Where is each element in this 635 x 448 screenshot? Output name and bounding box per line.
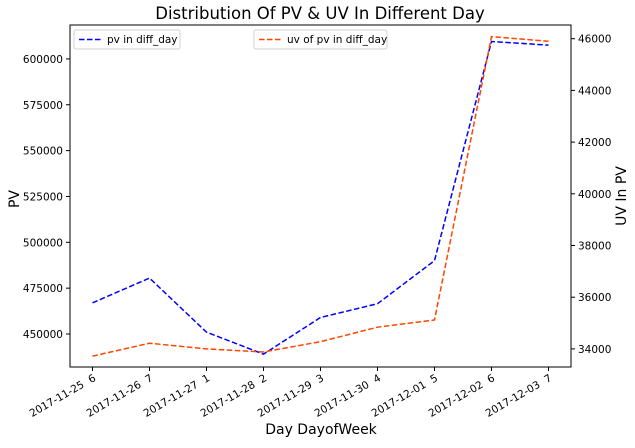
y-axis-title: PV [7, 190, 23, 208]
uv-series-line [92, 35, 549, 357]
chart-title: Distribution Of PV & UV In Different Day [155, 4, 485, 23]
y-tick-label: 575000 [23, 100, 63, 112]
y2-axis-title: UV In PV [614, 166, 630, 226]
plot-layer: 450000 475000 500000 525000 550000 575000 6000… [23, 24, 611, 420]
plot-frame [69, 24, 572, 368]
y2-tick-label: 34000 [578, 344, 611, 356]
y2-tick-label: 38000 [578, 241, 611, 253]
y-tick-label: 500000 [23, 237, 63, 249]
y-tick-label: 475000 [23, 283, 63, 295]
y-tick-label: 525000 [23, 191, 63, 203]
y-tick-label: 550000 [23, 146, 63, 158]
legend-pv: pv in diff_day [73, 29, 181, 50]
legend-label: uv of pv in diff_day [287, 34, 387, 46]
y2-tick-label: 36000 [578, 292, 611, 304]
y2-tick-label: 40000 [578, 189, 611, 201]
y-tick-label: 450000 [23, 329, 63, 341]
legend-box [73, 29, 181, 50]
legend-uv: uv of pv in diff_day [253, 29, 388, 50]
legend-label: pv in diff_day [107, 34, 178, 46]
pv-series-line [92, 40, 549, 355]
y2-tick-label: 42000 [578, 137, 611, 149]
legend-box [253, 29, 388, 50]
y-tick-label: 600000 [23, 54, 63, 66]
x-axis-title: Day DayofWeek [265, 422, 377, 438]
y2-tick-label: 46000 [578, 34, 611, 46]
y2-tick-label: 44000 [578, 85, 611, 97]
